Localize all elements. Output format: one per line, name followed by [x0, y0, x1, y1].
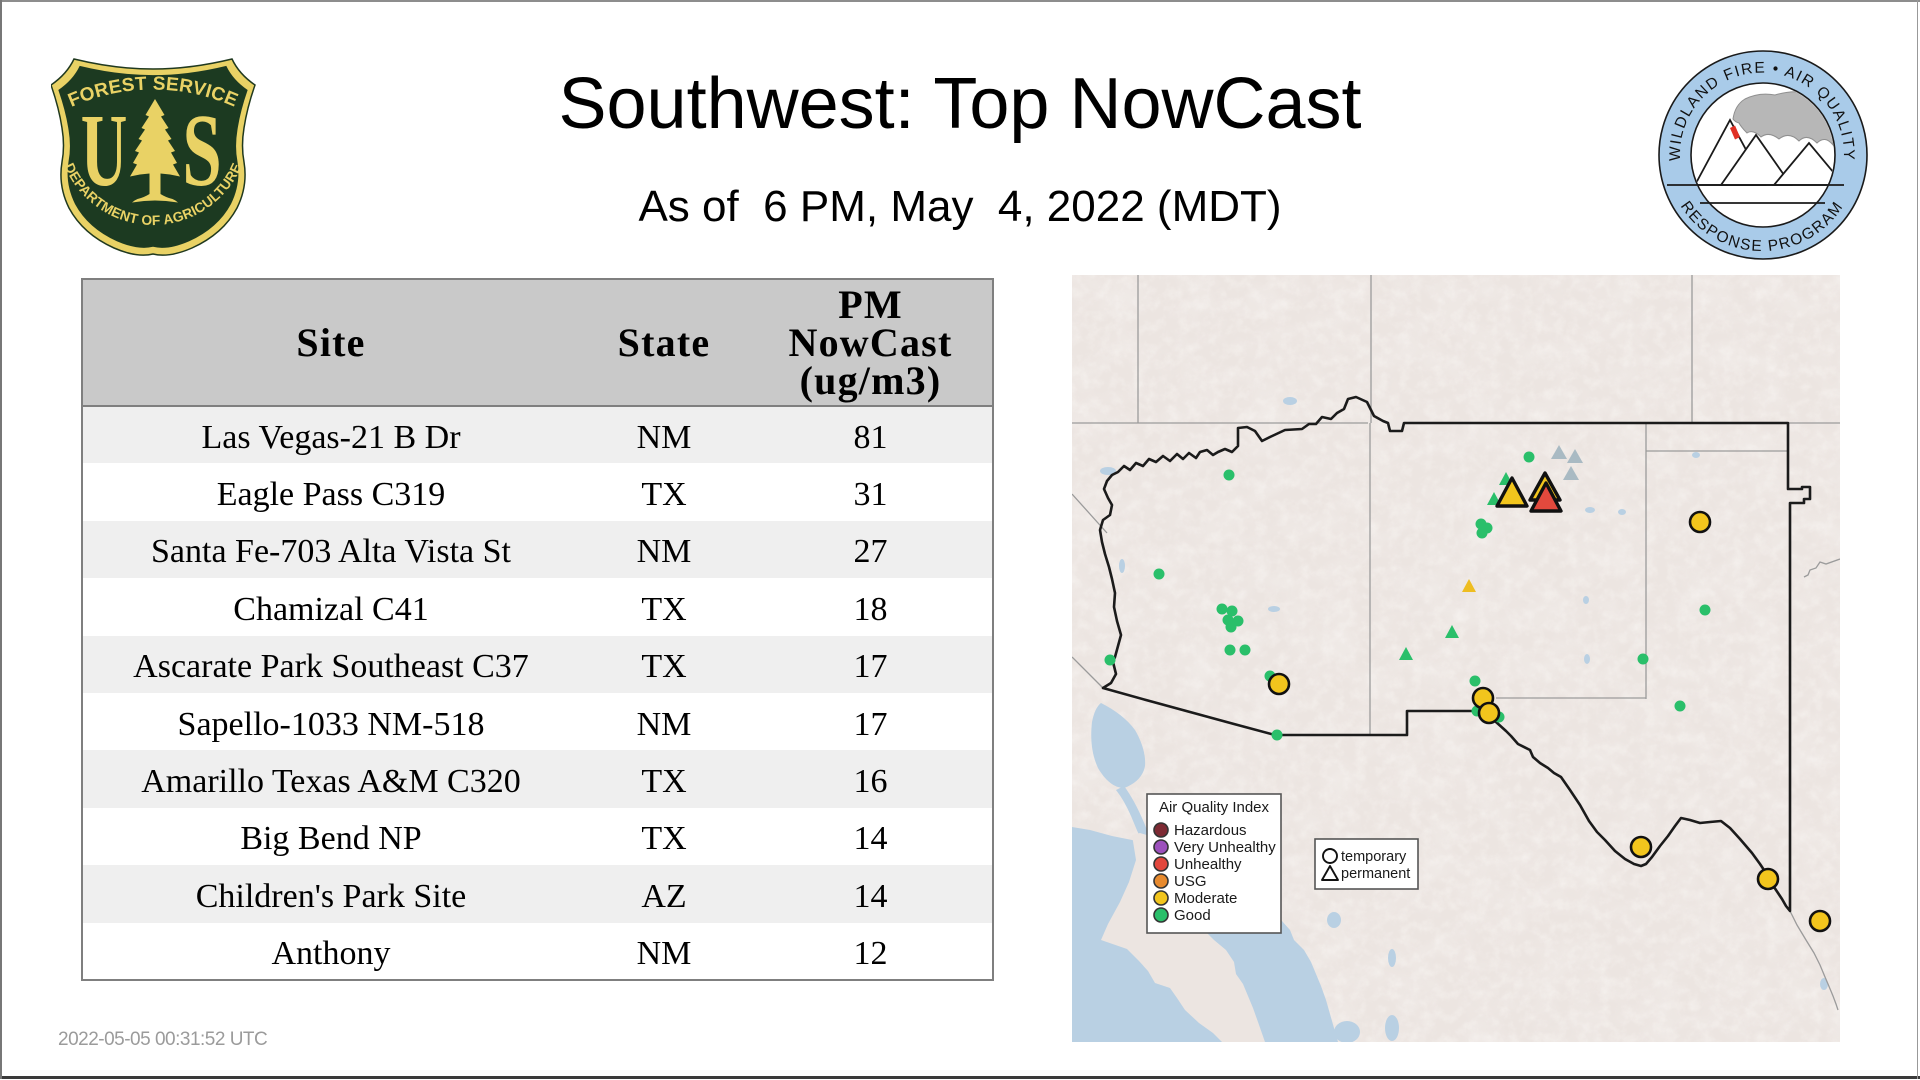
svg-text:temporary: temporary — [1341, 849, 1407, 865]
svg-text:Hazardous: Hazardous — [1174, 822, 1247, 839]
svg-text:USG: USG — [1174, 873, 1207, 890]
svg-text:U: U — [81, 92, 128, 207]
svg-text:Unhealthy: Unhealthy — [1174, 856, 1242, 873]
svg-text:S: S — [182, 94, 221, 209]
svg-text:Good: Good — [1174, 907, 1211, 924]
svg-text:Very Unhealthy: Very Unhealthy — [1174, 839, 1276, 856]
svg-text:permanent: permanent — [1341, 866, 1410, 882]
svg-text:Moderate: Moderate — [1174, 890, 1237, 907]
svg-text:Air Quality Index: Air Quality Index — [1159, 799, 1270, 816]
